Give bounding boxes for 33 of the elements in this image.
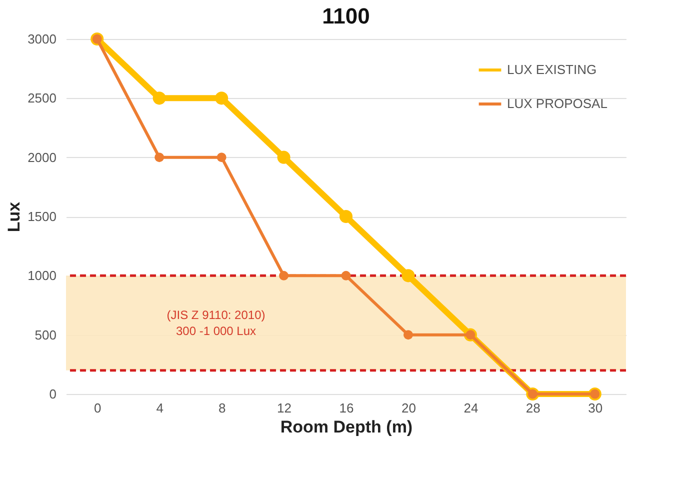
y-tick-label: 1000 <box>28 268 56 284</box>
annotation: (JIS Z 9110: 2010) <box>166 308 266 322</box>
y-tick-label: 2000 <box>28 150 56 165</box>
annotation: 300 -1 000 Lux <box>176 324 256 338</box>
y-tick-label: 500 <box>34 327 56 342</box>
x-tick-label: 20 <box>401 400 416 416</box>
x-tick-label: 4 <box>156 400 164 416</box>
x-tick-label: 8 <box>218 400 226 416</box>
point <box>154 152 164 162</box>
point <box>403 330 413 340</box>
x-tick-label: 30 <box>588 400 603 416</box>
legend-label: LUX EXISTING <box>507 62 597 77</box>
point <box>279 270 289 280</box>
legend-label: LUX PROPOSAL <box>507 96 608 111</box>
y-tick-label: 3000 <box>28 32 56 46</box>
point <box>216 152 226 162</box>
point <box>152 92 166 105</box>
x-tick-label: 16 <box>339 400 354 416</box>
x-tick-label: 24 <box>464 400 478 416</box>
point <box>339 210 353 224</box>
y-axis-title: Lux <box>4 201 24 232</box>
x-axis-title: Room Depth (m) <box>280 418 413 436</box>
chart-title: 1100 <box>322 3 370 28</box>
point <box>277 150 290 164</box>
x-tick-label: 0 <box>94 400 102 416</box>
y-tick-label: 2500 <box>28 90 56 106</box>
y-tick-label: 0 <box>49 386 56 402</box>
x-tick-label: 28 <box>526 400 540 416</box>
point <box>402 269 415 282</box>
point <box>215 92 228 105</box>
point <box>341 270 351 280</box>
y-tick-label: 1500 <box>28 209 56 224</box>
x-tick-label: 12 <box>277 400 292 416</box>
